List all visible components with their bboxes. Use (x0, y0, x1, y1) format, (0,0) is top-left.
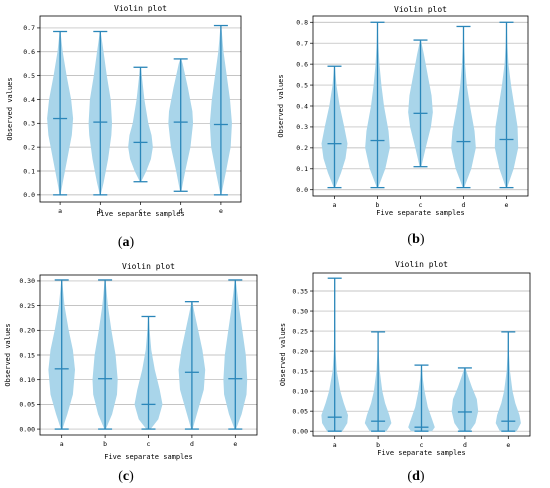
x-tick-label: c (147, 440, 151, 448)
panel-caption: (c) (118, 469, 134, 484)
y-tick-label: 0.6 (23, 48, 35, 56)
x-tick-label: a (58, 207, 62, 215)
y-tick-label: 0.15 (19, 351, 35, 359)
x-tick-label: e (219, 207, 223, 215)
panel-d: 0.00 0.05 0.10 0.15 0.20 0.25 0.30 0.35 a b c d e Vio… (279, 260, 531, 484)
y-tick-label: 0.6 (296, 60, 308, 68)
x-axis-label: Five separate samples (376, 209, 465, 217)
y-tick-label: 0.4 (296, 102, 308, 110)
y-tick-label: 0.10 (292, 387, 308, 395)
y-tick-label: 0.20 (19, 327, 35, 335)
x-tick-label: e (233, 440, 237, 448)
y-tick-label: 0.2 (296, 144, 308, 152)
x-tick-label: d (462, 201, 466, 209)
y-tick-label: 0.2 (23, 143, 35, 151)
y-tick-label: 0.00 (19, 425, 35, 433)
panel-c: 0.00 0.05 0.10 0.15 0.20 0.25 0.30 a b c d e Violin … (4, 262, 258, 484)
x-tick-label: b (98, 207, 102, 215)
y-tick-label: 0.0 (23, 191, 35, 199)
panel-a: 0.0 0.1 0.2 0.3 0.4 0.5 0.6 0.7 a b c d e Violin plot… (6, 4, 242, 250)
y-tick-label: 0.25 (19, 302, 35, 310)
y-tick-label: 0.25 (292, 327, 308, 335)
y-tick-label: 0.05 (292, 407, 308, 415)
chart-title: Violin plot (395, 260, 448, 269)
x-tick-label: a (60, 440, 64, 448)
x-tick-label: c (420, 441, 424, 449)
x-tick-label: c (139, 207, 143, 215)
y-tick-label: 0.1 (23, 167, 35, 175)
x-axis-label: Five separate samples (96, 210, 185, 218)
x-tick-label: a (333, 201, 337, 209)
y-tick-label: 0.7 (23, 24, 35, 32)
y-tick-label: 0.3 (296, 123, 308, 131)
y-tick-label: 0.20 (292, 347, 308, 355)
y-tick-label: 0.15 (292, 367, 308, 375)
y-tick-label: 0.35 (292, 287, 308, 295)
y-tick-label: 0.30 (292, 307, 308, 315)
y-axis-label: Observed values (277, 74, 285, 137)
x-axis-label: Five separate samples (377, 449, 466, 457)
y-tick-label: 0.7 (296, 40, 308, 48)
panel-caption: (a) (118, 235, 135, 250)
x-tick-label: b (103, 440, 107, 448)
y-axis-label: Observed values (279, 323, 287, 386)
x-tick-label: b (376, 441, 380, 449)
y-tick-label: 0.8 (296, 19, 308, 27)
y-tick-label: 0.05 (19, 401, 35, 409)
x-tick-label: a (333, 441, 337, 449)
panel-b: 0.0 0.1 0.2 0.3 0.4 0.5 0.6 0.7 0.8 a b c d e Violin p… (277, 5, 529, 247)
panel-caption: (d) (407, 469, 424, 484)
y-axis-label: Observed values (6, 77, 14, 140)
panel-caption: (b) (407, 232, 424, 247)
x-tick-label: d (463, 441, 467, 449)
y-tick-label: 0.0 (296, 186, 308, 194)
x-axis-label: Five separate samples (104, 453, 193, 461)
y-axis-label: Observed values (4, 323, 12, 386)
x-tick-label: d (190, 440, 194, 448)
x-tick-label: d (179, 207, 183, 215)
x-tick-label: c (419, 201, 423, 209)
y-tick-label: 0.10 (19, 376, 35, 384)
x-tick-label: b (376, 201, 380, 209)
chart-title: Violin plot (122, 262, 175, 271)
chart-title: Violin plot (394, 5, 447, 14)
y-tick-label: 0.5 (23, 72, 35, 80)
x-tick-label: e (505, 201, 509, 209)
y-tick-label: 0.4 (23, 96, 35, 104)
chart-title: Violin plot (114, 4, 167, 13)
y-tick-label: 0.3 (23, 120, 35, 128)
y-tick-label: 0.5 (296, 81, 308, 89)
x-tick-label: e (506, 441, 510, 449)
y-tick-label: 0.30 (19, 277, 35, 285)
y-tick-label: 0.00 (292, 427, 308, 435)
y-tick-label: 0.1 (296, 165, 308, 173)
